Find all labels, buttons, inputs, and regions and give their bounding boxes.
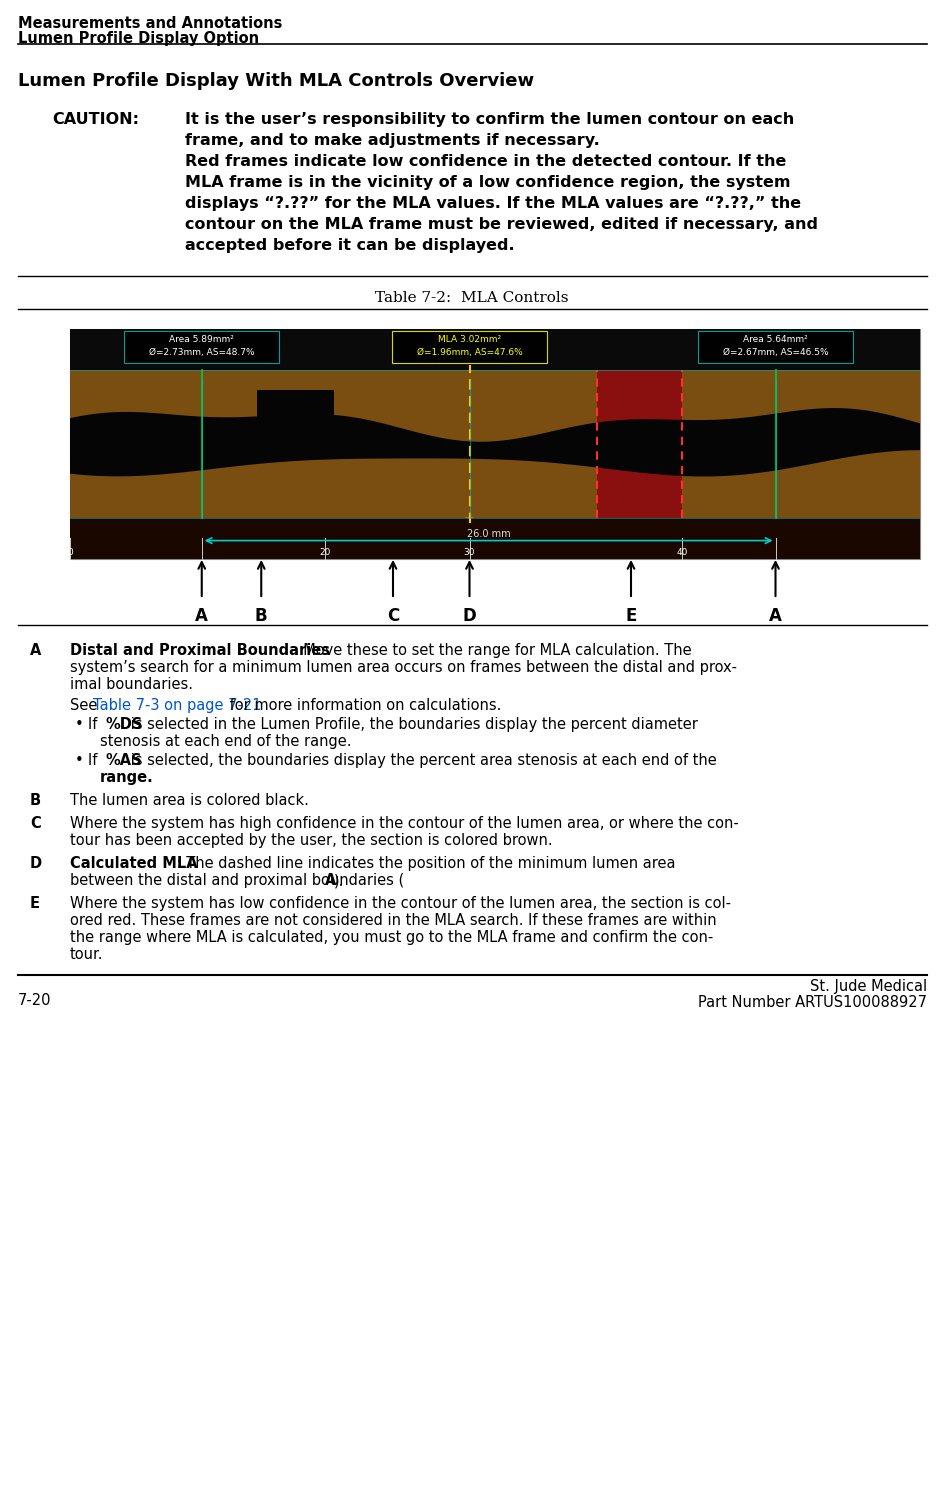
Text: If: If: [88, 752, 102, 768]
Text: %AS: %AS: [106, 752, 142, 768]
Bar: [70, 329, 919, 559]
Text: 7-20: 7-20: [18, 992, 51, 1007]
Text: C: C: [386, 608, 398, 624]
Text: imal boundaries.: imal boundaries.: [70, 677, 193, 692]
Text: 20: 20: [319, 547, 330, 556]
Text: tour has been accepted by the user, the section is colored brown.: tour has been accepted by the user, the …: [70, 832, 552, 847]
Bar: [392, 330, 547, 363]
Text: MLA 3.02mm²: MLA 3.02mm²: [437, 335, 500, 344]
Text: A: A: [768, 608, 781, 624]
Text: B: B: [30, 793, 42, 808]
Text: Ø=2.73mm, AS=48.7%: Ø=2.73mm, AS=48.7%: [149, 348, 254, 357]
Text: Table 7-3 on page 7-21: Table 7-3 on page 7-21: [93, 698, 261, 713]
Text: Distal and Proximal Boundaries: Distal and Proximal Boundaries: [70, 642, 329, 657]
Text: tour.: tour.: [70, 947, 104, 962]
Text: •: •: [75, 752, 84, 768]
Text: Table 7-2:  MLA Controls: Table 7-2: MLA Controls: [375, 291, 568, 305]
Text: is selected in the Lumen Profile, the boundaries display the percent diameter: is selected in the Lumen Profile, the bo…: [126, 716, 698, 731]
Text: The lumen area is colored black.: The lumen area is colored black.: [70, 793, 309, 808]
Text: 40: 40: [676, 547, 687, 556]
Text: Ø=2.67mm, AS=46.5%: Ø=2.67mm, AS=46.5%: [722, 348, 828, 357]
Text: St. Jude Medical: St. Jude Medical: [809, 979, 926, 994]
Text: D: D: [30, 857, 42, 872]
Text: Area 5.89mm²: Area 5.89mm²: [169, 335, 234, 344]
Bar: [124, 330, 279, 363]
Text: : Move these to set the range for MLA calculation. The: : Move these to set the range for MLA ca…: [289, 642, 691, 657]
Text: is selected, the boundaries display the percent area stenosis at each end of the: is selected, the boundaries display the …: [126, 752, 716, 768]
Text: C: C: [30, 816, 41, 831]
Text: Area 5.64mm²: Area 5.64mm²: [742, 335, 807, 344]
Text: : The dashed line indicates the position of the minimum lumen area: : The dashed line indicates the position…: [172, 857, 675, 872]
Text: displays “?.??” for the MLA values. If the MLA values are “?.??,” the: displays “?.??” for the MLA values. If t…: [185, 196, 801, 211]
Text: See: See: [70, 698, 102, 713]
Text: Measurements and Annotations: Measurements and Annotations: [18, 17, 282, 32]
Text: accepted before it can be displayed.: accepted before it can be displayed.: [185, 238, 514, 253]
Text: between the distal and proximal boundaries (: between the distal and proximal boundari…: [70, 873, 404, 888]
Bar: [70, 329, 919, 380]
Bar: [70, 517, 919, 559]
Polygon shape: [257, 391, 333, 452]
Bar: [70, 371, 597, 517]
Text: Red frames indicate low confidence in the detected contour. If the: Red frames indicate low confidence in th…: [185, 154, 785, 169]
Text: CAUTION:: CAUTION:: [52, 112, 139, 127]
Text: It is the user’s responsibility to confirm the lumen contour on each: It is the user’s responsibility to confi…: [185, 112, 793, 127]
Text: MLA frame is in the vicinity of a low confidence region, the system: MLA frame is in the vicinity of a low co…: [185, 175, 790, 190]
Text: ored red. These frames are not considered in the MLA search. If these frames are: ored red. These frames are not considere…: [70, 912, 716, 927]
Text: Where the system has low confidence in the contour of the lumen area, the sectio: Where the system has low confidence in t…: [70, 896, 731, 911]
Text: %DS: %DS: [106, 716, 143, 731]
Text: •: •: [75, 716, 84, 731]
Text: Part Number ARTUS100088927: Part Number ARTUS100088927: [698, 995, 926, 1010]
Text: A: A: [30, 642, 42, 657]
Text: B: B: [255, 608, 267, 624]
Text: If: If: [88, 716, 102, 731]
Text: E: E: [30, 896, 40, 911]
Bar: [682, 371, 919, 517]
Polygon shape: [70, 409, 919, 477]
Text: range.: range.: [100, 771, 154, 786]
Text: contour on the MLA frame must be reviewed, edited if necessary, and: contour on the MLA frame must be reviewe…: [185, 217, 818, 232]
Text: Lumen Profile Display Option: Lumen Profile Display Option: [18, 32, 259, 47]
Text: Ø=1.96mm, AS=47.6%: Ø=1.96mm, AS=47.6%: [416, 348, 522, 357]
Text: 30: 30: [464, 547, 475, 556]
Text: ).: ).: [334, 873, 345, 888]
Bar: [597, 371, 682, 517]
Text: system’s search for a minimum lumen area occurs on frames between the distal and: system’s search for a minimum lumen area…: [70, 661, 736, 676]
Text: 26.0 mm: 26.0 mm: [466, 529, 510, 538]
Text: frame, and to make adjustments if necessary.: frame, and to make adjustments if necess…: [185, 133, 599, 148]
Text: 0: 0: [67, 547, 73, 556]
Text: Where the system has high confidence in the contour of the lumen area, or where : Where the system has high confidence in …: [70, 816, 738, 831]
Text: for more information on calculations.: for more information on calculations.: [225, 698, 501, 713]
Text: stenosis at each end of the range.: stenosis at each end of the range.: [100, 734, 351, 749]
Text: E: E: [625, 608, 636, 624]
Polygon shape: [465, 517, 473, 526]
Text: Calculated MLA: Calculated MLA: [70, 857, 197, 872]
Text: the range where MLA is calculated, you must go to the MLA frame and confirm the : the range where MLA is calculated, you m…: [70, 930, 713, 946]
Text: A: A: [195, 608, 208, 624]
Bar: [698, 330, 852, 363]
Text: Lumen Profile Display With MLA Controls Overview: Lumen Profile Display With MLA Controls …: [18, 72, 533, 90]
Text: A: A: [325, 873, 336, 888]
Text: D: D: [463, 608, 476, 624]
